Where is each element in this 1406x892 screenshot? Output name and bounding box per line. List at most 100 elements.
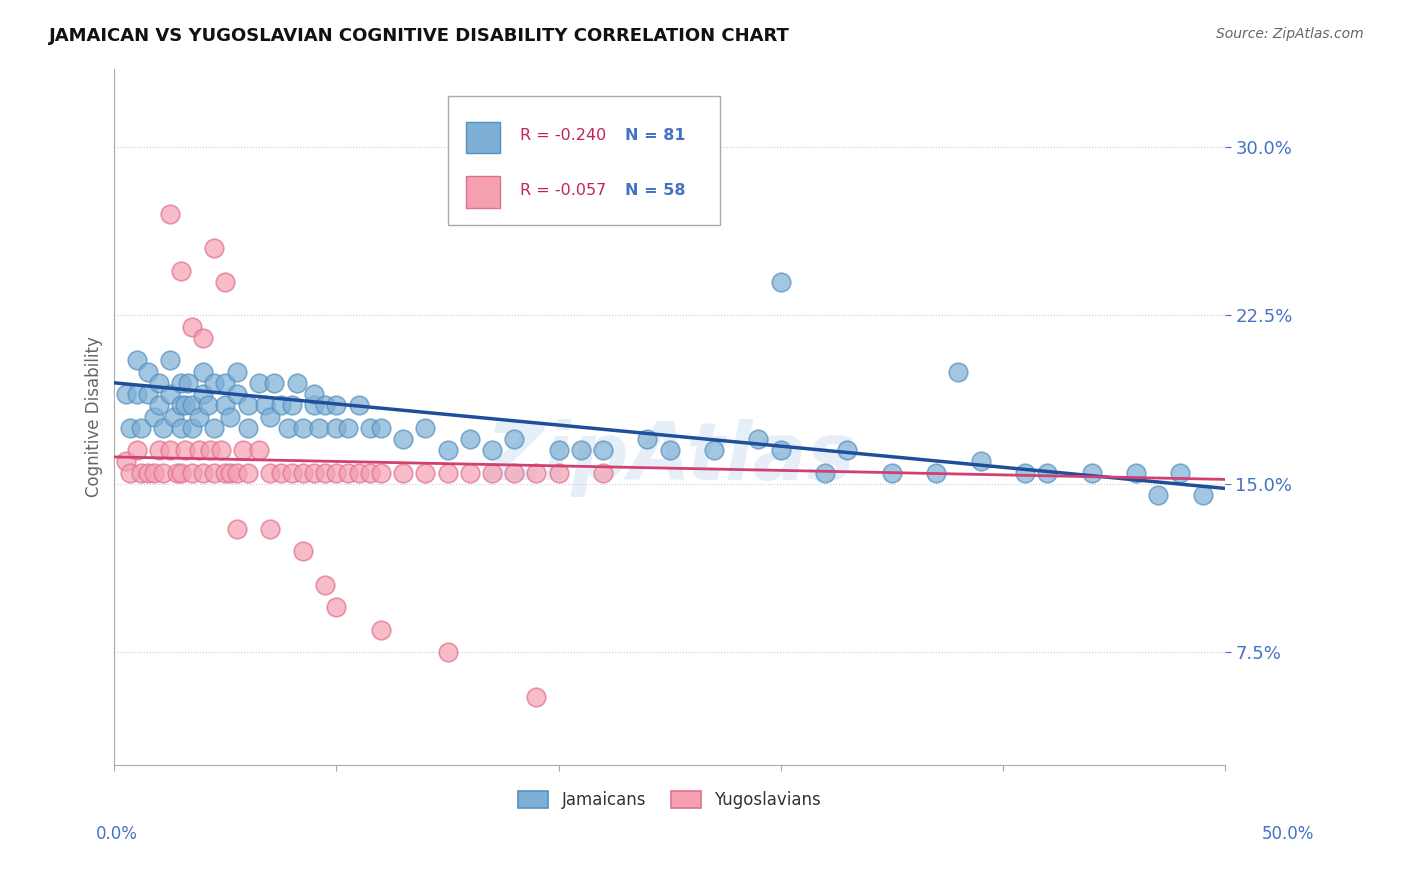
- Text: R = -0.240: R = -0.240: [520, 128, 606, 143]
- Point: [176, 376, 198, 390]
- Point: [129, 466, 152, 480]
- Point: [125, 387, 148, 401]
- Point: [481, 443, 503, 458]
- Point: [370, 466, 392, 480]
- Point: [314, 466, 336, 480]
- Point: [304, 466, 326, 480]
- Point: [187, 409, 209, 424]
- Point: [181, 398, 204, 412]
- Point: [247, 376, 270, 390]
- Point: [170, 376, 193, 390]
- Point: [181, 421, 204, 435]
- Point: [415, 421, 437, 435]
- Point: [336, 466, 359, 480]
- Point: [325, 398, 347, 412]
- Point: [969, 454, 991, 468]
- Point: [159, 443, 181, 458]
- Text: 0.0%: 0.0%: [96, 825, 138, 843]
- Point: [270, 466, 292, 480]
- Point: [1170, 466, 1192, 480]
- Point: [159, 207, 181, 221]
- Point: [458, 466, 481, 480]
- Point: [1014, 466, 1036, 480]
- Point: [436, 466, 458, 480]
- Point: [1080, 466, 1102, 480]
- Text: N = 81: N = 81: [626, 128, 686, 143]
- Point: [236, 466, 259, 480]
- Point: [259, 466, 281, 480]
- Point: [202, 466, 225, 480]
- Point: [114, 387, 136, 401]
- Point: [198, 443, 221, 458]
- Point: [159, 387, 181, 401]
- Point: [118, 466, 141, 480]
- Point: [392, 466, 415, 480]
- Bar: [467, 121, 499, 153]
- Point: [747, 432, 769, 446]
- Point: [170, 398, 193, 412]
- Point: [148, 376, 170, 390]
- Point: [129, 421, 152, 435]
- Point: [219, 466, 242, 480]
- Point: [219, 409, 242, 424]
- Point: [1036, 466, 1059, 480]
- Point: [392, 432, 415, 446]
- Point: [769, 443, 792, 458]
- Point: [114, 454, 136, 468]
- Point: [292, 466, 315, 480]
- Point: [259, 409, 281, 424]
- Point: [125, 443, 148, 458]
- Point: [503, 466, 526, 480]
- Point: [592, 443, 614, 458]
- Point: [181, 466, 204, 480]
- Point: [174, 443, 197, 458]
- Point: [148, 398, 170, 412]
- Point: [214, 275, 236, 289]
- Point: [225, 365, 247, 379]
- Point: [769, 275, 792, 289]
- Point: [359, 421, 381, 435]
- Point: [347, 398, 370, 412]
- Point: [136, 466, 159, 480]
- Point: [304, 398, 326, 412]
- Point: [814, 466, 837, 480]
- Point: [236, 398, 259, 412]
- Point: [925, 466, 948, 480]
- Point: [174, 398, 197, 412]
- FancyBboxPatch shape: [447, 96, 720, 225]
- Point: [285, 376, 308, 390]
- Point: [214, 376, 236, 390]
- Text: 50.0%: 50.0%: [1263, 825, 1315, 843]
- Point: [197, 398, 219, 412]
- Point: [143, 466, 166, 480]
- Point: [458, 432, 481, 446]
- Point: [636, 432, 658, 446]
- Point: [308, 421, 330, 435]
- Point: [292, 421, 315, 435]
- Point: [436, 443, 458, 458]
- Point: [304, 387, 326, 401]
- Point: [703, 443, 725, 458]
- Point: [336, 421, 359, 435]
- Point: [214, 466, 236, 480]
- Text: N = 58: N = 58: [626, 183, 686, 198]
- Point: [1191, 488, 1213, 502]
- Point: [292, 544, 315, 558]
- Point: [136, 387, 159, 401]
- Point: [325, 466, 347, 480]
- Point: [163, 409, 186, 424]
- Point: [159, 353, 181, 368]
- Point: [193, 387, 215, 401]
- Point: [658, 443, 681, 458]
- Point: [118, 421, 141, 435]
- Point: [170, 421, 193, 435]
- Bar: [467, 177, 499, 208]
- Point: [202, 241, 225, 255]
- Point: [503, 432, 526, 446]
- Point: [314, 398, 336, 412]
- Point: [181, 319, 204, 334]
- Point: [193, 466, 215, 480]
- Point: [136, 365, 159, 379]
- Point: [325, 421, 347, 435]
- Point: [314, 578, 336, 592]
